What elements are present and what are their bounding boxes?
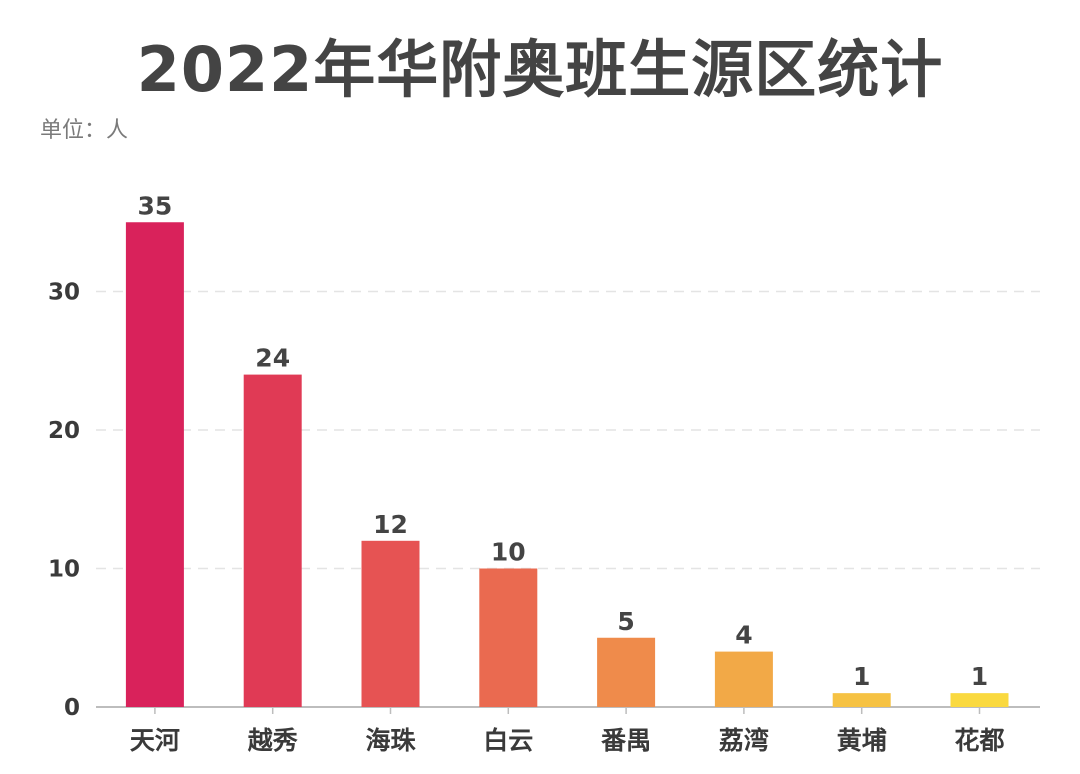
bar-番禺	[597, 637, 656, 707]
unit-label: 单位：人	[40, 118, 129, 143]
bar-海珠	[361, 540, 420, 707]
bar-花都	[950, 693, 1009, 707]
x-category-label-荔湾: 荔湾	[719, 726, 769, 755]
x-category-label-天河: 天河	[130, 726, 180, 755]
bar-越秀	[243, 374, 302, 707]
x-category-label-白云: 白云	[483, 726, 533, 755]
x-category-label-海珠: 海珠	[365, 726, 416, 755]
y-tick-label-10: 10	[48, 557, 80, 583]
labels: 35 天河 24 越秀 12 海珠 10 白云 5 番禺 4 荔湾 1 黄埔 1 花都	[130, 191, 1005, 755]
y-tick-label-20: 20	[48, 418, 80, 444]
data-label-白云: 10	[491, 538, 526, 567]
bars	[125, 222, 1009, 707]
bar-黄埔	[832, 693, 891, 707]
data-label-天河: 35	[138, 191, 173, 220]
axes: 0 10 20 30	[48, 280, 1040, 721]
bar-荔湾	[714, 651, 773, 707]
data-label-荔湾: 4	[735, 621, 752, 650]
y-tick-label-30: 30	[48, 280, 80, 306]
data-label-越秀: 24	[255, 344, 290, 373]
bar-天河	[125, 222, 184, 707]
data-label-海珠: 12	[373, 510, 408, 539]
data-label-黄埔: 1	[853, 662, 870, 691]
grid-lines	[96, 290, 1040, 570]
bar-白云	[479, 568, 538, 707]
y-tick-label-0: 0	[64, 695, 80, 721]
x-category-label-花都: 花都	[954, 726, 1004, 755]
x-category-label-黄埔: 黄埔	[837, 726, 887, 755]
chart-title: 2022年华附奥班生源区统计	[136, 33, 944, 106]
x-category-label-越秀: 越秀	[248, 726, 298, 755]
x-category-label-番禺: 番禺	[600, 726, 651, 755]
data-label-番禺: 5	[617, 607, 634, 636]
data-label-花都: 1	[971, 662, 988, 691]
